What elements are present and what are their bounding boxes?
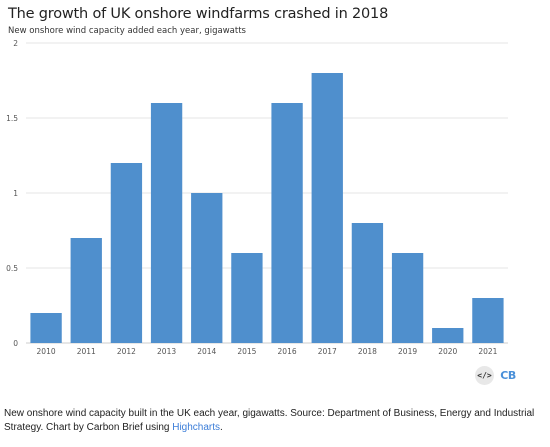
x-tick-label: 2012 bbox=[117, 347, 136, 356]
bar[interactable] bbox=[351, 223, 384, 343]
x-tick-label: 2014 bbox=[197, 347, 216, 356]
highcharts-link[interactable]: Highcharts bbox=[172, 422, 221, 433]
x-tick-label: 2011 bbox=[77, 347, 96, 356]
x-tick-label: 2016 bbox=[278, 347, 297, 356]
bar[interactable] bbox=[271, 103, 303, 343]
bar[interactable] bbox=[311, 73, 343, 343]
x-tick-label: 2015 bbox=[237, 347, 256, 356]
code-embed-icon[interactable]: </> bbox=[475, 366, 494, 385]
y-tick-label: 1 bbox=[13, 189, 18, 198]
caption-end: . bbox=[220, 422, 223, 433]
x-tick-label: 2018 bbox=[358, 347, 377, 356]
bar[interactable] bbox=[191, 193, 223, 343]
bar[interactable] bbox=[110, 163, 143, 343]
x-tick-label: 2010 bbox=[37, 347, 56, 356]
y-tick-label: 0 bbox=[13, 339, 18, 348]
bar[interactable] bbox=[231, 253, 263, 343]
x-tick-label: 2021 bbox=[478, 347, 497, 356]
bar[interactable] bbox=[30, 313, 62, 343]
chart-container: The growth of UK onshore windfarms crash… bbox=[6, 6, 518, 385]
y-tick-label: 0.5 bbox=[6, 264, 18, 273]
bar[interactable] bbox=[472, 298, 504, 343]
logo-text: CB bbox=[500, 369, 516, 382]
caption-text: New onshore wind capacity built in the U… bbox=[4, 408, 535, 433]
y-tick-label: 1.5 bbox=[6, 114, 18, 123]
y-tick-label: 2 bbox=[13, 39, 18, 48]
chart-subtitle: New onshore wind capacity added each yea… bbox=[8, 26, 246, 36]
bar[interactable] bbox=[150, 103, 183, 343]
chart-title: The growth of UK onshore windfarms crash… bbox=[8, 6, 389, 22]
embed-icon-glyph: </> bbox=[477, 371, 492, 380]
chart-caption: New onshore wind capacity built in the U… bbox=[4, 407, 549, 435]
x-tick-label: 2017 bbox=[318, 347, 337, 356]
x-tick-label: 2019 bbox=[398, 347, 417, 356]
bar[interactable] bbox=[391, 253, 424, 343]
x-tick-label: 2020 bbox=[438, 347, 457, 356]
bar[interactable] bbox=[70, 238, 102, 343]
x-tick-label: 2013 bbox=[157, 347, 176, 356]
bar[interactable] bbox=[432, 328, 464, 343]
bar-chart: 0 0.5 1 1.5 2 2010 2011 2012 2013 2014 2015 2016 201… bbox=[6, 39, 508, 356]
carbon-brief-logo: CB bbox=[498, 366, 518, 385]
